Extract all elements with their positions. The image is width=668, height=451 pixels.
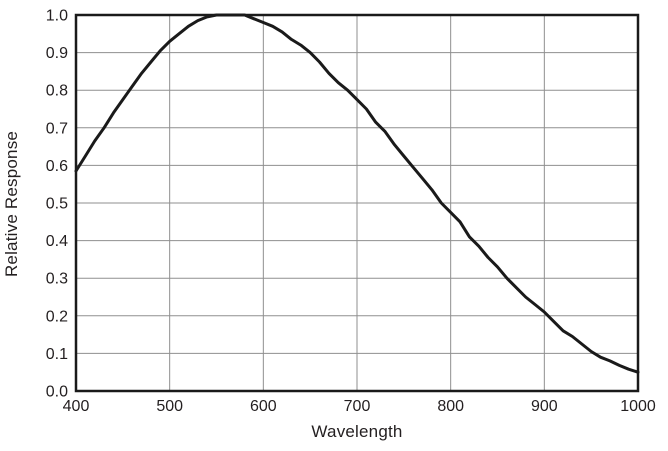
x-axis-title: Wavelength xyxy=(311,422,403,441)
y-tick-label: 0.9 xyxy=(46,45,68,62)
x-tick-label: 600 xyxy=(250,398,277,415)
y-tick-label: 0.1 xyxy=(46,346,68,363)
plot-frame xyxy=(74,13,640,393)
y-tick-label: 0.7 xyxy=(46,120,68,137)
y-tick-label: 0.6 xyxy=(46,158,68,175)
y-tick-label: 0.2 xyxy=(46,308,68,325)
x-tick-label: 400 xyxy=(63,398,90,415)
y-tick-label: 1.0 xyxy=(46,8,68,25)
y-tick-label: 0.8 xyxy=(46,83,68,100)
y-tick-label: 0.0 xyxy=(46,384,68,401)
y-tick-label: 0.5 xyxy=(46,196,68,213)
x-tick-label: 1000 xyxy=(620,398,656,415)
y-axis-title: Relative Response xyxy=(2,130,21,278)
x-tick-label: 500 xyxy=(156,398,183,415)
y-tick-label: 0.4 xyxy=(46,233,68,250)
x-tick-label: 800 xyxy=(437,398,464,415)
response-curve xyxy=(74,13,640,374)
x-tick-label: 700 xyxy=(344,398,371,415)
y-tick-label: 0.3 xyxy=(46,271,68,288)
x-tick-label: 900 xyxy=(531,398,558,415)
